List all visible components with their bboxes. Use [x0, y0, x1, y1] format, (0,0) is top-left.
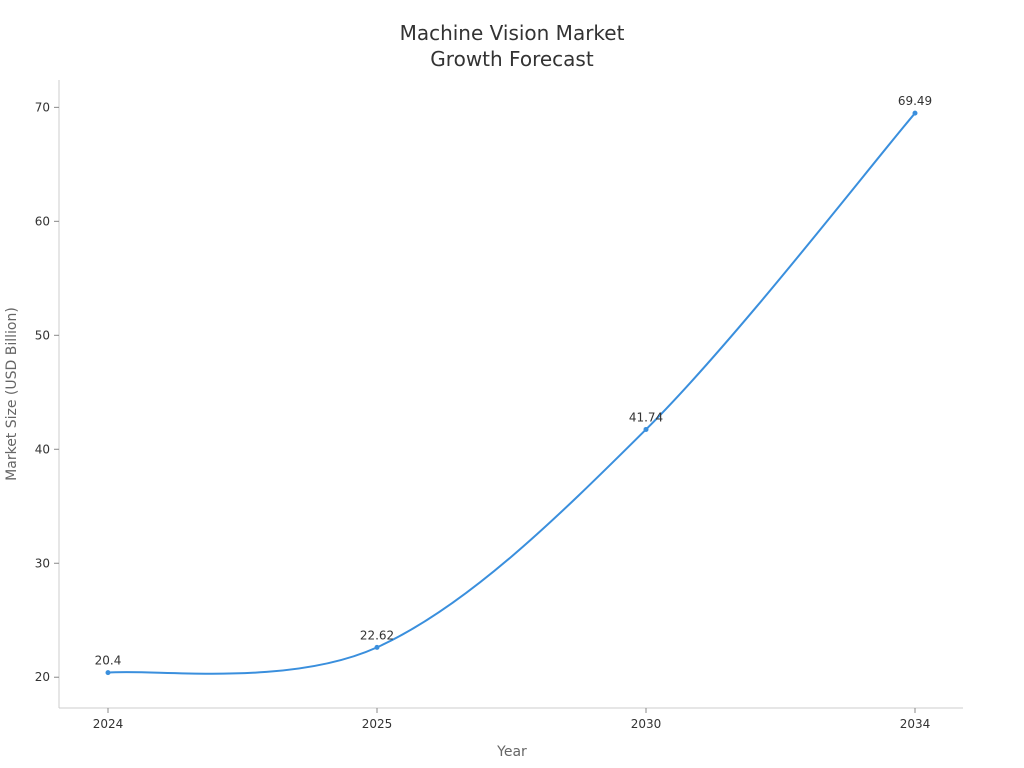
y-tick-label: 50: [35, 328, 50, 342]
x-tick-label: 2030: [631, 717, 662, 731]
data-label: 20.4: [95, 654, 122, 668]
series: [105, 110, 918, 676]
data-point: [643, 426, 649, 432]
series-line: [107, 112, 916, 675]
axes: [58, 80, 963, 709]
chart-title-line-2: Growth Forecast: [430, 47, 594, 71]
x-tick-label: 2025: [362, 717, 393, 731]
x-tick-label: 2034: [900, 717, 931, 731]
data-label: 41.74: [629, 410, 663, 424]
data-label: 22.62: [360, 628, 394, 642]
y-tick-label: 60: [35, 214, 50, 228]
x-axis-label: Year: [496, 744, 527, 760]
data-point: [374, 644, 380, 650]
data-labels: 20.4 22.62 41.74 69.49: [95, 94, 933, 668]
chart-title-line-1: Machine Vision Market: [399, 21, 625, 45]
y-tick-label: 40: [35, 442, 50, 456]
data-point: [912, 110, 918, 116]
y-tick-label: 30: [35, 556, 50, 570]
y-axis-label: Market Size (USD Billion): [4, 307, 20, 481]
y-tick-label: 70: [35, 100, 50, 114]
data-label: 69.49: [898, 94, 932, 108]
data-point: [105, 670, 111, 676]
y-tick-label: 20: [35, 670, 50, 684]
x-tick-label: 2024: [93, 717, 124, 731]
